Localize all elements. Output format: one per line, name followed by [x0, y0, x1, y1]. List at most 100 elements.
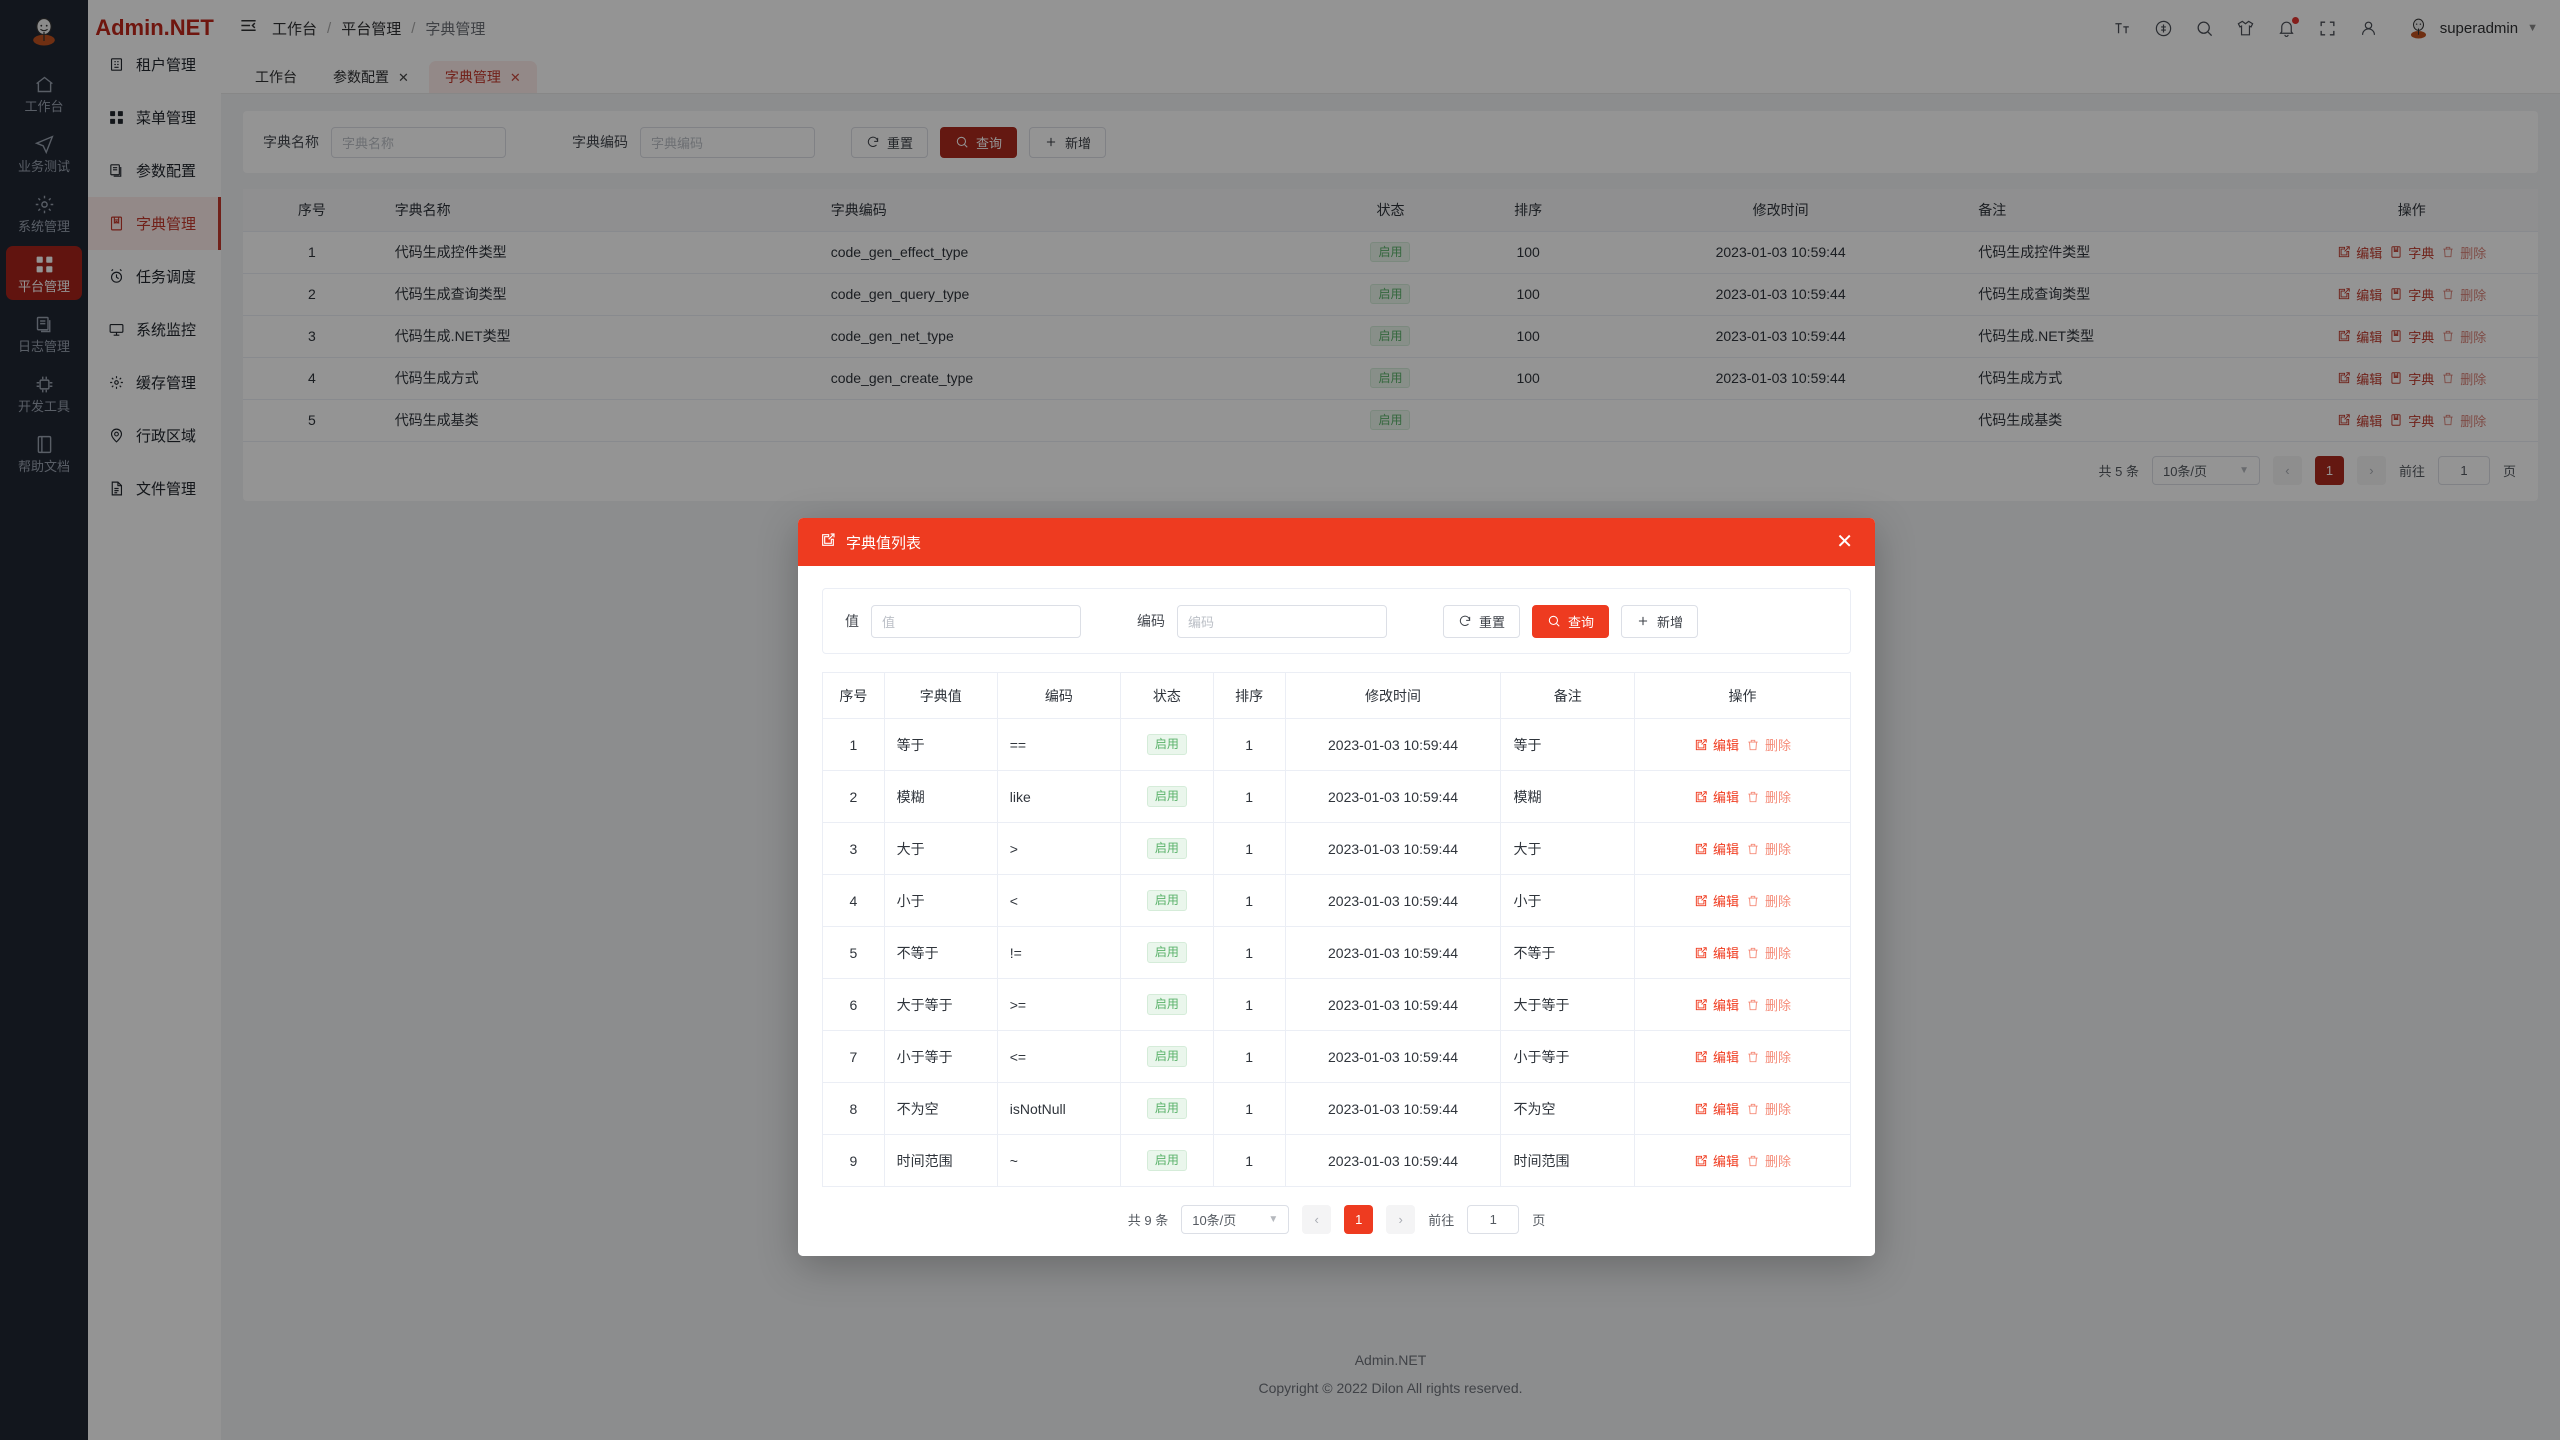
modal-row-delete-button[interactable]: 删除	[1746, 787, 1791, 806]
row-dict-button[interactable]: 字典	[2389, 369, 2434, 388]
row-edit-button[interactable]: 编辑	[2337, 243, 2382, 262]
tab-close-icon[interactable]: ✕	[509, 69, 521, 85]
tab-0[interactable]: 工作台	[239, 61, 313, 93]
sidebar-item-3[interactable]: 字典管理	[88, 197, 221, 250]
modal-row-delete-button[interactable]: 删除	[1746, 995, 1791, 1014]
table-row[interactable]: 5 代码生成基类 启用 代码生成基类 编辑 字典 删除	[243, 399, 2538, 442]
rail-item-2[interactable]: 系统管理	[6, 186, 82, 240]
modal-row-edit-button[interactable]: 编辑	[1694, 995, 1739, 1014]
sidebar-item-1[interactable]: 菜单管理	[88, 91, 221, 144]
modal-row-edit-button[interactable]: 编辑	[1694, 891, 1739, 910]
breadcrumb-item-1[interactable]: 平台管理	[341, 20, 402, 38]
sidebar-item-4[interactable]: 任务调度	[88, 250, 221, 303]
dict-name-input[interactable]: 字典名称	[331, 126, 506, 158]
modal-table-row[interactable]: 9 时间范围 ~ 启用 1 2023-01-03 10:59:44 时间范围 编辑 删除	[822, 1134, 1851, 1187]
table-row[interactable]: 2 代码生成查询类型 code_gen_query_type 启用 100 2023-01…	[243, 273, 2538, 316]
row-delete-button[interactable]: 删除	[2441, 327, 2486, 346]
fullscreen-icon[interactable]	[2318, 19, 2337, 38]
table-row[interactable]: 1 代码生成控件类型 code_gen_effect_type 启用 100 2023-0…	[243, 231, 2538, 274]
row-edit-button[interactable]: 编辑	[2337, 327, 2382, 346]
font-size-icon[interactable]	[2113, 19, 2132, 38]
row-dict-button[interactable]: 字典	[2389, 411, 2434, 430]
modal-value-input[interactable]: 值	[871, 604, 1081, 638]
modal-row-edit-button[interactable]: 编辑	[1694, 1099, 1739, 1118]
reset-button[interactable]: 重置	[851, 126, 929, 158]
theme-shirt-icon[interactable]	[2236, 19, 2255, 38]
next-page-button[interactable]: ›	[2356, 455, 2386, 485]
sidebar-item-7[interactable]: 行政区域	[88, 409, 221, 462]
modal-row-delete-button[interactable]: 删除	[1746, 735, 1791, 754]
modal-table-row[interactable]: 2 模糊 like 启用 1 2023-01-03 10:59:44 模糊 编辑 删除	[822, 770, 1851, 823]
row-dict-button[interactable]: 字典	[2389, 327, 2434, 346]
user-outline-icon[interactable]	[2359, 19, 2378, 38]
row-dict-button[interactable]: 字典	[2389, 285, 2434, 304]
modal-table-row[interactable]: 3 大于 > 启用 1 2023-01-03 10:59:44 大于 编辑 删除	[822, 822, 1851, 875]
rail-item-0[interactable]: 工作台	[6, 66, 82, 120]
menu-collapse-icon[interactable]	[239, 16, 258, 40]
sidebar-item-6[interactable]: 缓存管理	[88, 356, 221, 409]
modal-page-1-button[interactable]: 1	[1344, 1205, 1374, 1234]
modal-row-delete-button[interactable]: 删除	[1746, 891, 1791, 910]
search-button[interactable]: 查询	[940, 126, 1018, 158]
modal-table-row[interactable]: 4 小于 < 启用 1 2023-01-03 10:59:44 小于 编辑 删除	[822, 874, 1851, 927]
modal-row-delete-button[interactable]: 删除	[1746, 1099, 1791, 1118]
row-delete-button[interactable]: 删除	[2441, 369, 2486, 388]
modal-table-row[interactable]: 6 大于等于 >= 启用 1 2023-01-03 10:59:44 大于等于 编辑 删除	[822, 978, 1851, 1031]
modal-table-row[interactable]: 1 等于 == 启用 1 2023-01-03 10:59:44 等于 编辑 删除	[822, 718, 1851, 771]
notification-bell-icon[interactable]	[2277, 16, 2299, 38]
modal-page-size-select[interactable]: 10条/页 ▼	[1181, 1205, 1290, 1234]
add-button[interactable]: 新增	[1029, 126, 1107, 158]
modal-add-button[interactable]: 新增	[1621, 604, 1699, 638]
modal-row-edit-button[interactable]: 编辑	[1694, 943, 1739, 962]
modal-row-edit-button[interactable]: 编辑	[1694, 839, 1739, 858]
sidebar-item-5[interactable]: 系统监控	[88, 303, 221, 356]
sidebar-item-8[interactable]: 文件管理	[88, 462, 221, 515]
page-size-select[interactable]: 10条/页 ▼	[2151, 455, 2260, 485]
breadcrumb-item-0[interactable]: 工作台	[272, 20, 318, 38]
tab-close-icon[interactable]: ✕	[398, 69, 409, 85]
table-row[interactable]: 4 代码生成方式 code_gen_create_type 启用 100 2023-01-…	[243, 357, 2538, 400]
prev-page-button[interactable]: ‹	[2272, 455, 2302, 485]
table-row[interactable]: 3 代码生成.NET类型 code_gen_net_type 启用 100 2023-01…	[243, 315, 2538, 358]
modal-table-row[interactable]: 5 不等于 != 启用 1 2023-01-03 10:59:44 不等于 编辑 删除	[822, 926, 1851, 979]
modal-row-delete-button[interactable]: 删除	[1746, 1047, 1791, 1066]
modal-row-edit-button[interactable]: 编辑	[1694, 735, 1739, 754]
close-icon[interactable]: ✕	[1836, 531, 1853, 553]
rail-item-1[interactable]: 业务测试	[6, 126, 82, 180]
modal-row-delete-button[interactable]: 删除	[1746, 943, 1791, 962]
modal-reset-button[interactable]: 重置	[1443, 604, 1521, 638]
modal-row-delete-button[interactable]: 删除	[1746, 1151, 1791, 1170]
rail-item-4[interactable]: 日志管理	[6, 306, 82, 360]
row-edit-button[interactable]: 编辑	[2337, 285, 2382, 304]
modal-row-edit-button[interactable]: 编辑	[1694, 1151, 1739, 1170]
row-delete-button[interactable]: 删除	[2441, 285, 2486, 304]
row-delete-button[interactable]: 删除	[2441, 243, 2486, 262]
user-menu[interactable]: superadmin ▼	[2406, 16, 2538, 41]
search-icon[interactable]	[2195, 19, 2214, 38]
modal-row-edit-button[interactable]: 编辑	[1694, 1047, 1739, 1066]
goto-page-input[interactable]: 1	[2437, 455, 2490, 485]
tab-2[interactable]: 字典管理 ✕	[428, 61, 537, 93]
modal-table-row[interactable]: 8 不为空 isNotNull 启用 1 2023-01-03 10:59:44 不为空 编辑…	[822, 1082, 1851, 1135]
row-edit-button[interactable]: 编辑	[2337, 411, 2382, 430]
sidebar-item-0[interactable]: 租户管理	[88, 38, 221, 91]
sidebar-item-2[interactable]: 参数配置	[88, 144, 221, 197]
row-delete-button[interactable]: 删除	[2441, 411, 2486, 430]
modal-search-button[interactable]: 查询	[1532, 604, 1610, 638]
modal-code-input[interactable]: 编码	[1177, 604, 1387, 638]
modal-next-page-button[interactable]: ›	[1386, 1205, 1416, 1234]
modal-row-edit-button[interactable]: 编辑	[1694, 787, 1739, 806]
page-1-button[interactable]: 1	[2314, 455, 2344, 485]
modal-prev-page-button[interactable]: ‹	[1302, 1205, 1332, 1234]
modal-goto-page-input[interactable]: 1	[1467, 1205, 1520, 1234]
modal-table-row[interactable]: 7 小于等于 <= 启用 1 2023-01-03 10:59:44 小于等于 编辑 删除	[822, 1030, 1851, 1083]
row-edit-button[interactable]: 编辑	[2337, 369, 2382, 388]
modal-row-delete-button[interactable]: 删除	[1746, 839, 1791, 858]
tab-1[interactable]: 参数配置 ✕	[317, 61, 425, 93]
rail-item-5[interactable]: 开发工具	[6, 366, 82, 420]
rail-item-6[interactable]: 帮助文档	[6, 426, 82, 480]
rail-item-3[interactable]: 平台管理	[6, 246, 82, 300]
language-icon[interactable]	[2154, 19, 2173, 38]
dict-code-input[interactable]: 字典编码	[640, 126, 815, 158]
row-dict-button[interactable]: 字典	[2389, 243, 2434, 262]
